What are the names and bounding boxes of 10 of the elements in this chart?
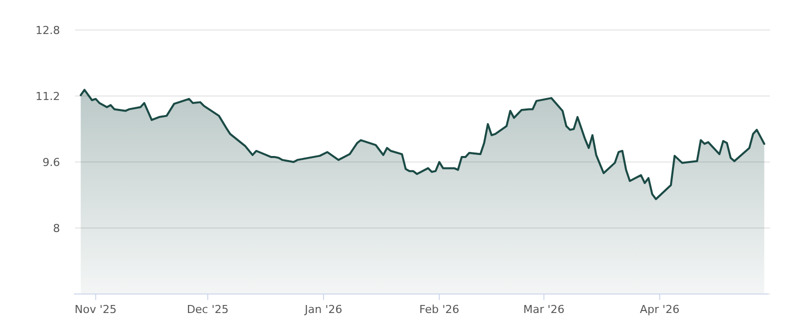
x-tick-label: Dec '25: [186, 303, 229, 316]
y-tick-label: 9.6: [42, 156, 60, 169]
y-tick-label: 12.8: [36, 24, 60, 37]
x-tick-label: Nov '25: [74, 303, 117, 316]
x-tick-label: Apr '26: [640, 303, 680, 316]
x-tick-label: Jan '26: [304, 303, 342, 316]
x-tick-label: Mar '26: [523, 303, 565, 316]
y-tick-label: 8: [53, 222, 60, 235]
y-tick-label: 11.2: [36, 90, 60, 103]
x-tick-label: Feb '26: [419, 303, 460, 316]
